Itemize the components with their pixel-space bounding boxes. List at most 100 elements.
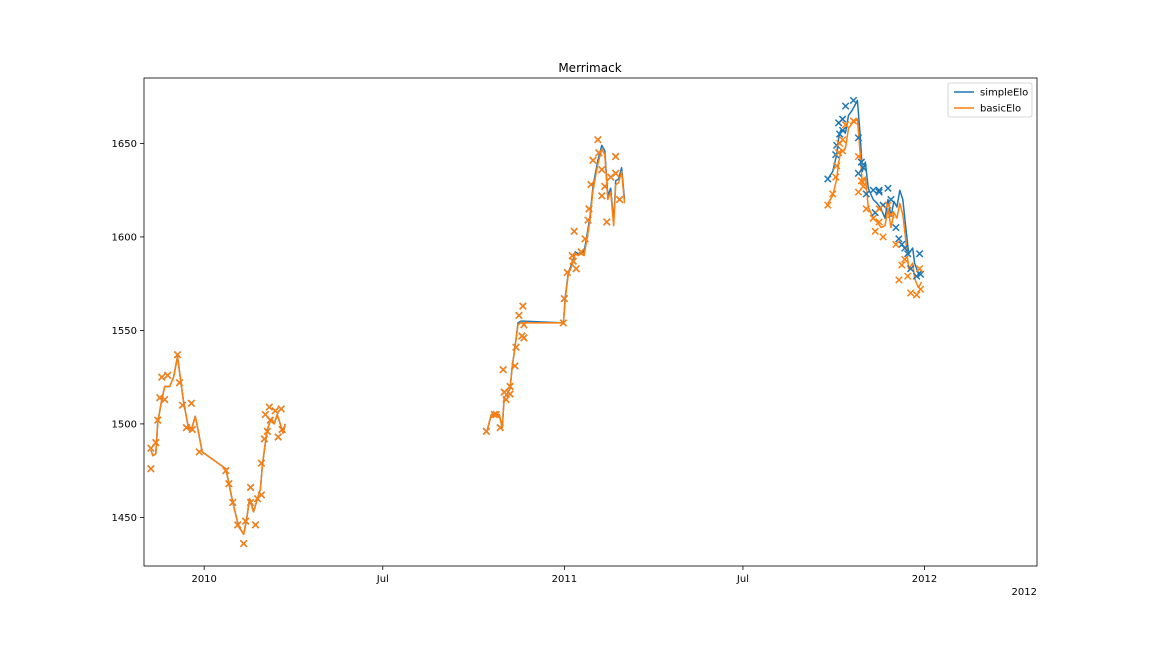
- marker-basicelo: [598, 165, 606, 174]
- marker-basicelo: [519, 302, 527, 310]
- marker-basicelo: [512, 343, 520, 351]
- marker-basicelo: [277, 405, 285, 413]
- marker-basicelo: [904, 272, 912, 280]
- marker-basicelo: [266, 416, 275, 424]
- marker-basicelo: [875, 218, 883, 226]
- marker-basicelo: [500, 388, 508, 396]
- marker-simpleelo: [875, 186, 883, 194]
- marker-basicelo: [154, 416, 162, 424]
- marker-basicelo: [603, 218, 611, 226]
- marker-basicelo: [581, 235, 589, 243]
- marker-basicelo: [163, 371, 172, 380]
- legend-label-simpleelo: simpleElo: [980, 88, 1028, 99]
- marker-basicelo: [147, 465, 155, 473]
- marker-basicelo: [520, 334, 528, 342]
- marker-basicelo: [559, 319, 568, 327]
- marker-basicelo: [569, 257, 577, 265]
- marker-simpleelo: [824, 175, 832, 183]
- marker-basicelo: [246, 498, 255, 507]
- marker-simpleelo: [884, 184, 892, 193]
- marker-basicelo: [265, 403, 274, 411]
- marker-basicelo: [879, 233, 887, 241]
- marker-basicelo: [584, 216, 592, 224]
- marker-simpleelo: [904, 250, 912, 258]
- marker-basicelo: [824, 201, 832, 209]
- x-tick-label: 2010: [191, 574, 216, 585]
- marker-basicelo: [598, 192, 606, 200]
- marker-simpleelo: [859, 164, 868, 172]
- marker-basicelo: [829, 190, 837, 198]
- y-tick-label: 1600: [112, 232, 137, 243]
- marker-simpleelo: [841, 102, 850, 110]
- marker-basicelo: [156, 393, 164, 402]
- marker-basicelo: [898, 261, 906, 269]
- marker-basicelo: [594, 135, 602, 144]
- marker-basicelo: [496, 423, 504, 432]
- marker-simpleelo: [892, 223, 900, 232]
- marker-basicelo: [182, 423, 191, 432]
- marker-basicelo: [915, 264, 924, 273]
- marker-basicelo: [506, 390, 514, 398]
- marker-basicelo: [195, 448, 203, 456]
- marker-basicelo: [506, 382, 514, 391]
- marker-simpleelo: [875, 188, 883, 196]
- marker-basicelo: [175, 379, 184, 387]
- marker-simpleelo: [912, 272, 921, 280]
- marker-basicelo: [849, 117, 858, 125]
- marker-simpleelo: [916, 270, 925, 279]
- marker-simpleelo: [849, 96, 858, 105]
- marker-basicelo: [606, 173, 615, 181]
- marker-simpleelo: [915, 250, 924, 258]
- marker-basicelo: [160, 395, 169, 404]
- y-tick-label: 1550: [112, 326, 137, 337]
- marker-basicelo: [515, 311, 523, 320]
- marker-basicelo: [577, 248, 585, 256]
- marker-basicelo: [912, 291, 921, 299]
- marker-basicelo: [587, 180, 595, 189]
- x-tick-label: 2011: [552, 574, 577, 585]
- y-tick-label: 1650: [112, 139, 137, 150]
- y-tick-label: 1450: [112, 513, 137, 524]
- marker-simpleelo: [838, 126, 847, 135]
- marker-simpleelo: [862, 190, 871, 198]
- series-line-basicelo-2: [486, 148, 626, 430]
- marker-basicelo: [895, 276, 903, 284]
- marker-basicelo: [901, 255, 909, 264]
- marker-basicelo: [834, 149, 843, 157]
- marker-basicelo: [854, 152, 863, 161]
- marker-basicelo: [222, 466, 230, 475]
- x-tick-label: Jul: [736, 574, 749, 585]
- marker-simpleelo: [887, 195, 895, 204]
- marker-basicelo: [875, 205, 883, 213]
- marker-basicelo: [857, 177, 866, 185]
- marker-simpleelo: [869, 186, 877, 194]
- marker-basicelo: [492, 410, 500, 419]
- marker-basicelo: [520, 321, 528, 329]
- marker-basicelo: [560, 294, 569, 303]
- marker-basicelo: [601, 182, 609, 191]
- marker-basicelo: [158, 373, 166, 381]
- x-tick-label: Jul: [376, 574, 389, 585]
- plot-frame: [143, 77, 1038, 567]
- marker-basicelo: [257, 459, 266, 467]
- legend-label-basicelo: basicElo: [980, 104, 1021, 115]
- marker-basicelo: [482, 427, 491, 436]
- marker-basicelo: [260, 435, 269, 443]
- marker-basicelo: [572, 264, 580, 273]
- marker-basicelo: [263, 427, 272, 436]
- marker-basicelo: [188, 425, 197, 434]
- marker-basicelo: [832, 162, 841, 170]
- marker-simpleelo: [854, 134, 863, 142]
- marker-basicelo: [831, 173, 840, 181]
- marker-basicelo: [838, 135, 847, 144]
- marker-basicelo: [615, 195, 624, 204]
- marker-basicelo: [611, 152, 620, 161]
- chart-title: Merrimack: [558, 61, 621, 75]
- marker-basicelo: [278, 425, 286, 434]
- marker-simpleelo: [857, 158, 866, 166]
- x-offset-label: 2012: [1012, 587, 1037, 598]
- marker-basicelo: [862, 205, 871, 213]
- marker-basicelo: [502, 395, 510, 404]
- marker-basicelo: [859, 182, 868, 191]
